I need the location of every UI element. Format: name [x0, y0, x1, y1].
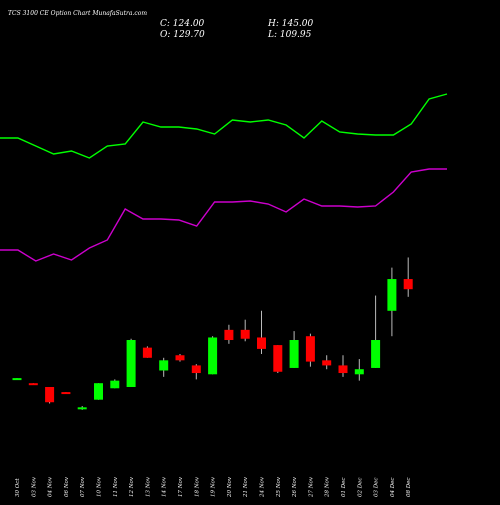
candle-body [322, 360, 332, 366]
candles [12, 257, 413, 410]
candle-body [175, 355, 185, 361]
candle-21 [338, 355, 348, 377]
x-tick-label: 04 Dec [390, 478, 396, 498]
x-tick-label: 24 Nov [260, 476, 266, 498]
x-tick-label: 03 Dec [374, 478, 380, 498]
candle-body [77, 407, 87, 410]
candle-13 [208, 336, 218, 375]
candle-7 [110, 379, 120, 389]
x-tick-label: 20 Nov [227, 476, 233, 498]
x-tick-label: 18 Nov [194, 476, 200, 497]
candle-20 [322, 355, 332, 370]
candle-1 [12, 378, 22, 381]
candle-body [354, 369, 364, 375]
x-tick-label: 17 Nov [178, 476, 184, 497]
x-tick-label: 26 Nov [292, 476, 298, 498]
candle-6 [94, 383, 103, 400]
overlay-line-1 [0, 93, 448, 159]
x-tick-label: 03 Nov [31, 476, 37, 497]
candle-body [191, 365, 201, 374]
x-tick-label: 10 Nov [97, 476, 103, 497]
candle-body [338, 365, 348, 374]
candle-body [12, 378, 22, 381]
x-axis-ticks: 30 Oct 03 Nov 04 Nov 06 Nov 07 Nov 10 Nov 11 N… [15, 476, 412, 498]
x-tick-label: 06 Nov [64, 476, 70, 497]
candle-body [289, 340, 299, 368]
candle-body [126, 340, 136, 387]
candle-25 [403, 257, 413, 297]
close-price-label: C: 124.00 [160, 19, 205, 29]
candle-body [387, 279, 397, 311]
candle-body [159, 360, 169, 371]
candle-body [224, 329, 234, 341]
x-tick-label: 19 Nov [211, 476, 217, 497]
candle-body [273, 345, 283, 372]
candle-body [110, 380, 120, 389]
candle-body [305, 336, 315, 362]
x-tick-label: 14 Nov [162, 476, 168, 497]
candle-10 [159, 357, 169, 377]
candle-5 [77, 406, 87, 410]
candle-3 [45, 387, 55, 404]
low-price-label: L: 109.95 [267, 30, 312, 40]
x-tick-label: 01 Dec [341, 478, 347, 498]
x-tick-label: 11 Nov [113, 476, 119, 497]
x-tick-label: 25 Nov [276, 476, 282, 498]
candle-body [240, 329, 250, 339]
high-price-label: H: 145.00 [267, 19, 314, 29]
candle-4 [61, 392, 71, 395]
candle-body [61, 392, 71, 395]
overlay-line-2 [0, 168, 447, 262]
candle-12 [191, 364, 201, 380]
x-tick-label: 07 Nov [80, 476, 86, 497]
candle-2 [28, 383, 38, 386]
x-tick-label: 08 Dec [406, 478, 412, 498]
candle-22 [354, 359, 364, 381]
chart-title: TCS 3100 CE Option Chart MunafaSutra.com [8, 10, 147, 17]
candle-11 [175, 353, 185, 362]
candle-body [142, 347, 152, 358]
candle-body [403, 279, 413, 290]
candle-body [257, 337, 266, 349]
overlay-lines [0, 93, 448, 262]
candle-16 [257, 310, 266, 354]
x-tick-label: 27 Nov [308, 476, 314, 498]
x-tick-label: 04 Nov [48, 476, 54, 497]
candle-body [208, 337, 218, 375]
candle-body [371, 340, 381, 368]
candle-body [28, 383, 38, 386]
open-price-label: O: 129.70 [160, 30, 205, 40]
candle-15 [240, 319, 250, 342]
x-tick-label: 02 Dec [357, 478, 363, 498]
candle-8 [126, 338, 136, 387]
x-tick-label: 21 Nov [243, 476, 249, 498]
candle-24 [387, 267, 397, 337]
candle-19 [305, 333, 315, 367]
candle-18 [289, 331, 299, 368]
x-tick-label: 30 Oct [15, 478, 21, 497]
candle-23 [371, 295, 381, 368]
candle-14 [224, 324, 234, 344]
candle-body [94, 383, 103, 400]
candle-body [45, 387, 55, 403]
candle-17 [273, 345, 283, 374]
x-tick-label: 12 Nov [129, 476, 135, 497]
candle-9 [142, 346, 152, 358]
x-tick-label: 13 Nov [145, 476, 151, 497]
x-tick-label: 28 Nov [325, 476, 331, 498]
